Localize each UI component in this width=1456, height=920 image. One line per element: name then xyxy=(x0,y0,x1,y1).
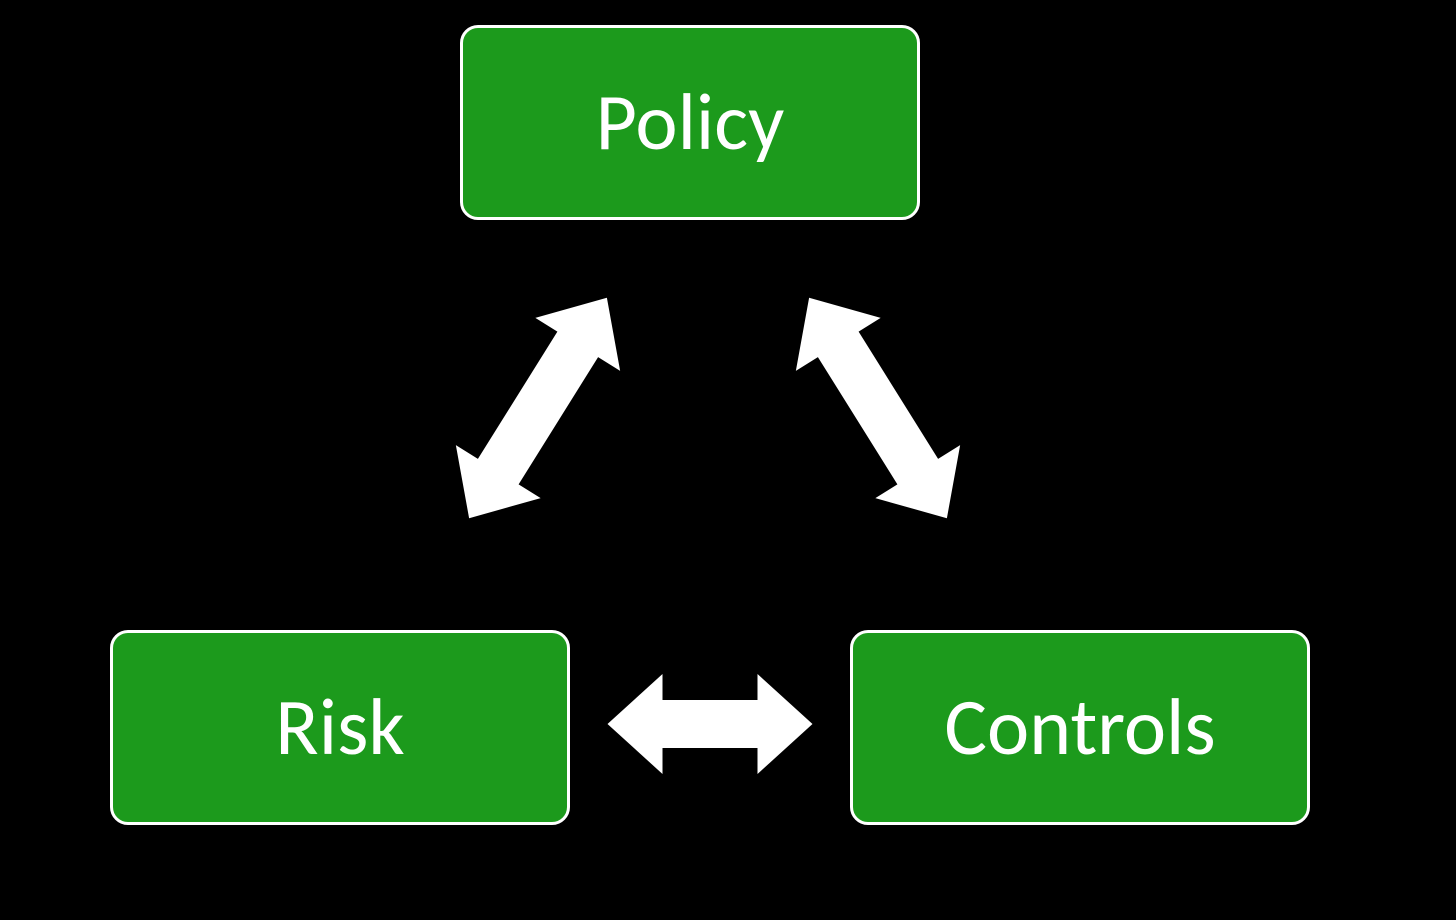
double-arrow-icon xyxy=(767,271,990,544)
arrow-risk-controls xyxy=(710,724,711,725)
node-risk-label: Risk xyxy=(275,679,404,776)
node-policy-label: Policy xyxy=(596,74,785,171)
node-policy: Policy xyxy=(460,25,920,220)
diagram-canvas: Policy Risk Controls xyxy=(0,0,1456,920)
arrow-policy-controls xyxy=(878,408,879,409)
arrow-policy-risk xyxy=(538,408,539,409)
double-arrow-icon xyxy=(608,674,813,774)
node-controls-label: Controls xyxy=(944,679,1215,776)
double-arrow-icon xyxy=(427,271,650,544)
node-risk: Risk xyxy=(110,630,570,825)
node-controls: Controls xyxy=(850,630,1310,825)
